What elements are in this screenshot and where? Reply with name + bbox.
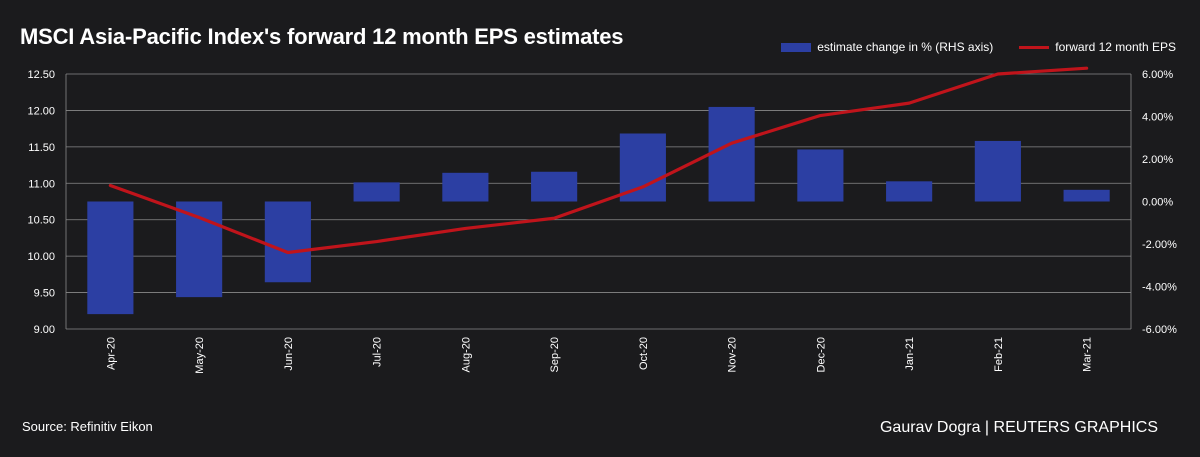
chart-title: MSCI Asia-Pacific Index's forward 12 mon…: [20, 24, 624, 49]
right-axis-tick-label: 6.00%: [1142, 69, 1173, 81]
left-axis-tick-label: 9.50: [34, 288, 55, 300]
x-axis-tick-label: Oct-20: [638, 337, 650, 370]
bar: [619, 133, 666, 202]
x-axis-tick-label: Jan-21: [904, 337, 916, 371]
eps-line: [108, 66, 1089, 255]
legend: estimate change in % (RHS axis) forward …: [781, 40, 1176, 54]
right-axis-tick-label: 4.00%: [1142, 112, 1173, 124]
left-axis-tick-label: 10.00: [27, 251, 55, 263]
bar: [442, 172, 489, 202]
bar: [87, 201, 134, 315]
x-axis-tick-label: Feb-21: [993, 337, 1005, 372]
bar: [353, 182, 400, 202]
bar: [708, 106, 755, 202]
bar: [531, 171, 578, 202]
legend-item-bars: estimate change in % (RHS axis): [781, 40, 993, 54]
legend-item-line: forward 12 month EPS: [1019, 40, 1176, 54]
x-axis-tick-label: Apr-20: [105, 337, 117, 370]
bar: [974, 140, 1021, 202]
bar: [886, 181, 933, 202]
x-axis-tick-label: Sep-20: [549, 337, 561, 372]
x-axis-tick-label: Mar-21: [1082, 337, 1094, 372]
left-axis-tick-label: 12.00: [27, 105, 55, 117]
bar: [797, 149, 844, 202]
left-axis-tick-label: 11.00: [28, 178, 55, 190]
right-axis-tick-label: -2.00%: [1142, 239, 1177, 251]
source-note: Source: Refinitiv Eikon: [22, 419, 153, 434]
left-axis-tick-label: 12.50: [27, 69, 55, 81]
legend-line-swatch: [1019, 45, 1050, 49]
left-axis-tick-label: 11.50: [28, 142, 55, 154]
legend-bar-label: estimate change in % (RHS axis): [817, 40, 994, 54]
credit-line: Gaurav Dogra | REUTERS GRAPHICS: [879, 419, 1158, 436]
right-axis-tick-label: 2.00%: [1142, 154, 1173, 166]
bar: [264, 201, 311, 283]
x-axis-tick-label: Nov-20: [727, 337, 739, 372]
legend-bar-swatch: [781, 42, 812, 52]
x-axis-tick-label: Dec-20: [815, 337, 827, 372]
legend-line-label: forward 12 month EPS: [1055, 40, 1176, 54]
right-axis-tick-label: -6.00%: [1142, 324, 1177, 336]
x-axis-tick-label: Jun-20: [283, 337, 295, 371]
x-axis-tick-label: May-20: [194, 337, 206, 374]
left-axis-tick-label: 10.50: [27, 215, 55, 227]
bar: [1063, 189, 1110, 202]
right-axis-tick-label: 0.00%: [1142, 197, 1173, 209]
x-axis-tick-label: Aug-20: [460, 337, 472, 372]
x-axis-tick-label: Jul-20: [372, 337, 384, 367]
left-axis-tick-label: 9.00: [34, 324, 55, 336]
right-axis-tick-label: -4.00%: [1142, 282, 1177, 294]
